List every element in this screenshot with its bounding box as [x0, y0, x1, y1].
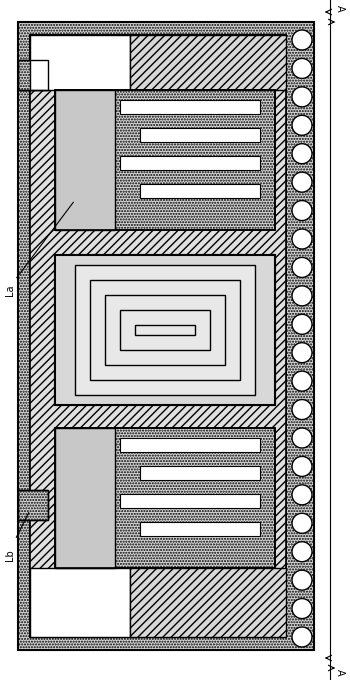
Bar — [55, 90, 115, 230]
Text: A: A — [335, 668, 345, 675]
Text: Lb: Lb — [5, 549, 15, 561]
Bar — [55, 255, 275, 405]
Bar — [30, 35, 130, 90]
Bar — [18, 490, 48, 520]
Bar — [135, 325, 195, 335]
Bar — [55, 428, 115, 568]
Bar — [55, 90, 275, 230]
Circle shape — [292, 371, 312, 391]
Bar — [18, 60, 48, 90]
Bar — [105, 295, 225, 365]
Circle shape — [292, 598, 312, 619]
Bar — [140, 184, 260, 198]
Circle shape — [292, 30, 312, 50]
Bar — [130, 568, 286, 637]
Circle shape — [292, 201, 312, 220]
Circle shape — [292, 428, 312, 448]
Bar — [75, 265, 255, 395]
Bar — [30, 35, 286, 637]
Bar — [75, 265, 255, 395]
Bar — [30, 568, 130, 637]
Bar — [130, 35, 286, 90]
Bar — [55, 428, 115, 568]
Bar — [55, 428, 275, 568]
Bar — [105, 295, 225, 365]
Bar — [18, 490, 48, 520]
Bar — [120, 100, 260, 114]
Bar — [120, 310, 210, 350]
Circle shape — [292, 314, 312, 335]
Bar — [18, 22, 314, 650]
Bar — [120, 438, 260, 452]
Bar — [55, 255, 275, 405]
Bar — [55, 90, 115, 230]
Bar — [55, 255, 275, 405]
Bar — [55, 428, 275, 568]
Circle shape — [292, 87, 312, 107]
Circle shape — [292, 542, 312, 562]
Bar — [90, 280, 240, 380]
Circle shape — [292, 485, 312, 505]
Circle shape — [292, 400, 312, 420]
Bar — [90, 280, 240, 380]
Bar — [55, 90, 275, 230]
Bar — [30, 35, 286, 637]
Circle shape — [292, 513, 312, 533]
Circle shape — [292, 456, 312, 477]
Bar — [120, 310, 210, 350]
Bar — [140, 466, 260, 480]
Text: A: A — [335, 5, 345, 12]
Circle shape — [292, 286, 312, 306]
Bar — [140, 522, 260, 536]
Circle shape — [292, 116, 312, 135]
Circle shape — [292, 570, 312, 590]
Bar — [18, 60, 48, 90]
Circle shape — [292, 229, 312, 249]
Bar — [120, 494, 260, 508]
Bar — [140, 128, 260, 142]
Circle shape — [292, 627, 312, 647]
Circle shape — [292, 58, 312, 78]
Text: La: La — [5, 284, 15, 296]
Bar — [120, 156, 260, 170]
Circle shape — [292, 172, 312, 192]
Circle shape — [292, 258, 312, 277]
Circle shape — [292, 143, 312, 164]
Circle shape — [292, 343, 312, 362]
